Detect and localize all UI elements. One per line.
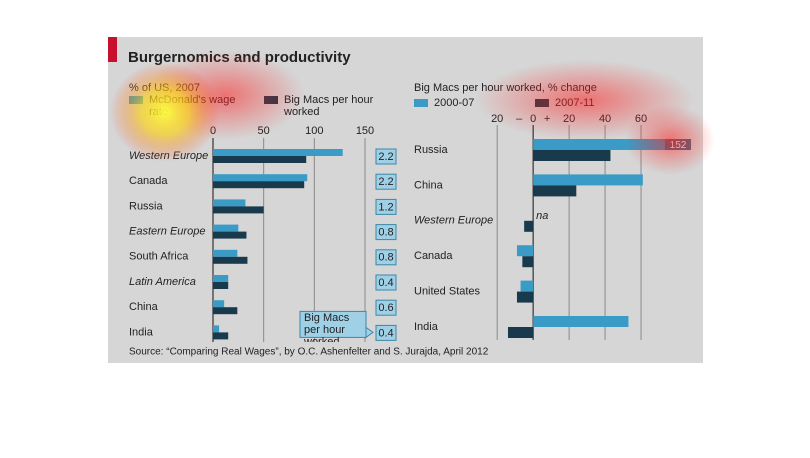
subtitle: Big Macs per hour worked, % change <box>414 82 597 94</box>
source: Source: “Comparing Real Wages”, by O.C. … <box>129 347 489 358</box>
category-label: Russia <box>414 144 449 156</box>
callout-arrow <box>365 326 374 339</box>
bar <box>524 220 534 232</box>
value-box-label: 2.2 <box>378 176 393 188</box>
bar <box>213 300 225 308</box>
bar <box>213 181 305 189</box>
legend-label: 2000-07 <box>434 97 475 109</box>
category-label: Western Europe <box>414 215 493 227</box>
legend-label: Big Macs per hour worked <box>284 94 374 118</box>
bar <box>533 185 577 197</box>
value-box <box>375 274 397 291</box>
value-box <box>375 173 397 190</box>
callout-label: Big Macs per hour worked <box>304 312 350 343</box>
category-label: Eastern Europe <box>129 226 205 238</box>
category-label: Canada <box>129 175 168 187</box>
bar <box>522 256 534 268</box>
red-tag <box>108 37 117 62</box>
value-box <box>375 198 397 215</box>
category-label: Western Europe <box>129 150 208 162</box>
x-tick-label: 100 <box>305 125 323 137</box>
bar <box>533 139 667 150</box>
bar <box>516 245 534 257</box>
legend-label: McDonald's wage rate <box>149 94 236 118</box>
category-label: India <box>129 326 154 338</box>
callout-box <box>299 310 367 338</box>
bar <box>213 325 220 333</box>
title: Burgernomics and productivity <box>128 49 351 66</box>
legend-swatch <box>264 96 278 104</box>
value-box-label: 2.2 <box>378 151 393 163</box>
category-label: United States <box>414 286 481 298</box>
value-box <box>375 224 397 241</box>
value-box-label: 0.8 <box>378 252 393 264</box>
value-box-label: 0.6 <box>378 302 393 314</box>
bar <box>213 231 247 239</box>
value-box-label: 0.8 <box>378 227 393 239</box>
bar <box>213 199 246 207</box>
bar <box>213 275 229 282</box>
legend-swatch <box>414 99 428 107</box>
legend-swatch <box>129 96 143 104</box>
category-label: Russia <box>129 200 164 212</box>
bar <box>533 174 643 186</box>
x-tick-label: 50 <box>258 125 270 137</box>
legend-label: McDonald's wage rate <box>149 94 236 118</box>
legend-label: Big Macs per hour worked <box>284 94 374 118</box>
value-box-label: 1.2 <box>378 201 393 213</box>
value-box-label: 0.4 <box>378 277 393 289</box>
value-label: na <box>536 210 548 222</box>
bar <box>213 256 248 264</box>
bar <box>533 316 629 327</box>
bar <box>213 282 229 289</box>
legend-label: 2000-07 <box>434 97 475 109</box>
bar <box>213 206 264 214</box>
value-label: 152 <box>670 140 687 151</box>
legend-swatch <box>535 99 549 107</box>
legend-label: 2007-11 <box>555 97 595 109</box>
value-box-label: 0.4 <box>378 327 393 339</box>
category-label: China <box>129 301 159 313</box>
value-box <box>375 324 397 341</box>
value-box <box>375 148 397 165</box>
bar <box>533 150 611 161</box>
bar <box>516 291 534 303</box>
x-tick-label: 20 <box>563 113 575 125</box>
x-tick-label: 40 <box>599 113 611 125</box>
bar <box>520 280 534 292</box>
bar <box>213 249 238 257</box>
category-label: Canada <box>414 250 453 262</box>
value-box <box>375 299 397 316</box>
bar <box>213 174 308 182</box>
category-label: India <box>414 321 439 333</box>
subtitle: % of US, 2007 <box>129 82 200 94</box>
value-box <box>375 249 397 266</box>
sign-label: – <box>516 113 523 125</box>
bar <box>213 332 229 340</box>
x-tick-label: 0 <box>210 125 216 137</box>
x-tick-label: 0 <box>530 113 536 125</box>
bar <box>213 307 238 315</box>
bar <box>213 149 343 156</box>
x-tick-label: 60 <box>635 113 647 125</box>
sign-label: + <box>544 113 550 125</box>
callout-label: Big Macs per hour worked <box>304 312 350 343</box>
x-tick-label: 20 <box>491 113 503 125</box>
x-tick-label: 150 <box>356 125 374 137</box>
category-label: South Africa <box>129 251 189 263</box>
bar <box>213 156 307 163</box>
bar <box>213 224 239 232</box>
category-label: Latin America <box>129 276 196 288</box>
bar <box>507 327 534 338</box>
category-label: China <box>414 179 444 191</box>
